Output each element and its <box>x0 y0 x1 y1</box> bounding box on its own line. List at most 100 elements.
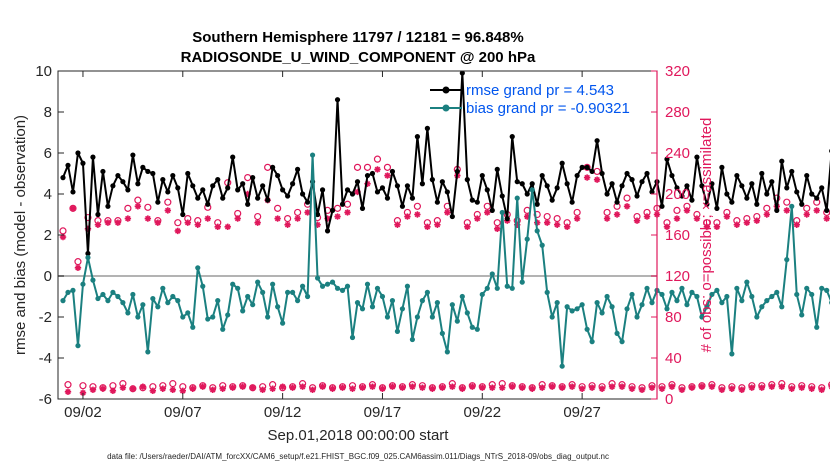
obs-assimilated-point <box>464 223 471 230</box>
bias-point <box>524 236 530 242</box>
rmse-point <box>649 189 655 195</box>
bias-point <box>424 289 430 295</box>
bias-point <box>629 291 635 298</box>
bias-point <box>804 285 810 291</box>
bias-point <box>584 326 590 332</box>
bias-point <box>290 289 296 295</box>
obs-possible-point <box>383 163 392 171</box>
obs-possible-point <box>274 204 282 212</box>
rmse-point <box>424 125 430 131</box>
rmse-point <box>215 177 221 183</box>
obs-assimilated-point <box>593 176 601 183</box>
obs-assimilated-point <box>324 215 331 222</box>
rmse-point <box>764 191 770 197</box>
y-tick-label: 10 <box>35 63 52 80</box>
obs-assimilated-point <box>179 387 186 394</box>
rmse-point <box>559 160 565 166</box>
obs-assimilated-point <box>89 386 97 393</box>
x-axis-title: Sep.01,2018 00:00:00 start <box>268 427 450 444</box>
obs-assimilated-point <box>249 384 256 391</box>
obs-assimilated-point <box>678 386 686 393</box>
bias-point <box>719 300 725 306</box>
bias-point <box>245 293 251 300</box>
rmse-point <box>474 199 480 205</box>
plot-area <box>58 71 657 399</box>
y2-tick-label: 200 <box>665 186 690 203</box>
obs-assimilated-point <box>798 384 805 391</box>
rmse-point <box>549 197 555 203</box>
bias-point <box>664 306 670 312</box>
obs-assimilated-point <box>613 211 621 218</box>
rmse-point <box>329 207 336 213</box>
rmse-point <box>285 193 291 199</box>
rmse-point <box>115 172 121 179</box>
rmse-point <box>150 170 156 177</box>
obs-assimilated-point <box>494 225 501 233</box>
bias-point <box>120 300 126 306</box>
y-tick-label: -6 <box>39 391 52 408</box>
bias-point <box>339 287 346 293</box>
rmse-point <box>434 199 440 205</box>
obs-assimilated-point <box>648 384 656 391</box>
rmse-point <box>334 97 341 103</box>
bias-point <box>230 281 236 287</box>
obs-assimilated-point <box>484 209 491 216</box>
obs-assimilated-point <box>808 385 815 392</box>
series-obs-assimilated <box>59 166 830 397</box>
bias-point <box>374 285 381 291</box>
y-tick-label: 8 <box>44 104 52 121</box>
obs-assimilated-point <box>668 383 676 390</box>
obs-assimilated-point <box>429 385 436 392</box>
legend-rmse-marker <box>442 86 450 94</box>
rmse-point <box>280 187 286 193</box>
rmse-point <box>494 166 500 172</box>
bias-point <box>354 300 361 306</box>
legend-bias-label: bias grand pr = -0.90321 <box>466 100 630 117</box>
bias-point <box>265 314 271 320</box>
obs-possible-point <box>333 204 342 212</box>
rmse-point <box>165 189 171 195</box>
obs-possible-point <box>373 155 382 163</box>
obs-assimilated-point <box>783 207 790 214</box>
bias-point <box>614 330 620 336</box>
obs-assimilated-point <box>394 221 401 228</box>
rmse-point <box>175 185 181 191</box>
rmse-point <box>70 189 76 195</box>
rmse-point <box>694 154 700 160</box>
rmse-point <box>469 197 475 203</box>
rmse-point <box>579 164 585 170</box>
obs-possible-point <box>783 198 791 206</box>
bias-point <box>544 289 550 295</box>
rmse-point <box>584 164 590 170</box>
obs-assimilated-point <box>309 386 316 393</box>
obs-assimilated-point <box>459 385 466 392</box>
rmse-point <box>369 170 376 177</box>
rmse-point <box>105 203 111 209</box>
obs-assimilated-point <box>588 384 596 391</box>
bias-point <box>744 279 750 285</box>
obs-assimilated-point <box>239 383 246 390</box>
bias-point <box>100 291 106 298</box>
obs-possible-point <box>623 194 631 202</box>
obs-assimilated-point <box>673 215 681 222</box>
obs-assimilated-point <box>329 385 336 392</box>
rmse-point <box>265 197 271 203</box>
rmse-point <box>689 197 695 203</box>
rmse-point <box>275 172 281 179</box>
rmse-point <box>190 183 196 189</box>
rmse-point <box>499 193 505 199</box>
obs-assimilated-point <box>723 213 731 220</box>
obs-assimilated-point <box>344 209 351 216</box>
obs-assimilated-point <box>129 385 137 392</box>
bias-point <box>649 300 655 306</box>
bias-point <box>140 302 146 308</box>
rmse-point <box>444 189 450 195</box>
y2-tick-label: 80 <box>665 309 682 326</box>
bias-point <box>729 351 735 357</box>
rmse-point <box>719 164 725 170</box>
obs-assimilated-point <box>299 383 306 390</box>
rmse-point <box>754 201 760 207</box>
obs-assimilated-point <box>813 207 820 214</box>
bias-point <box>90 277 96 283</box>
obs-possible-point <box>828 381 830 388</box>
